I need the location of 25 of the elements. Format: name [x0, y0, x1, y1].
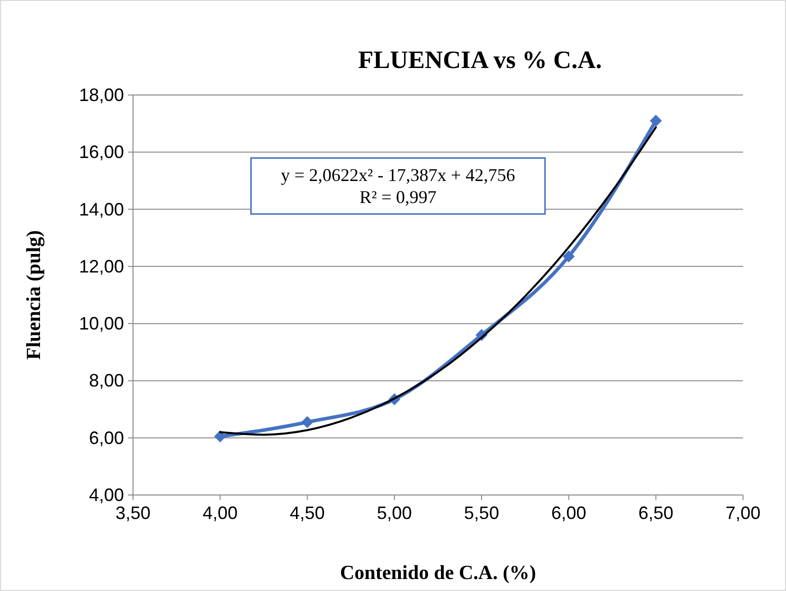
x-tick-label: 4,00	[202, 503, 238, 523]
y-tick-label: 18,00	[78, 85, 124, 105]
x-tick-label: 3,50	[115, 503, 151, 523]
point	[301, 416, 314, 428]
annotation: y = 2,0622x² - 17,387x + 42,756	[280, 165, 516, 185]
y-tick-label: 16,00	[78, 142, 124, 162]
y-tick-label: 8,00	[88, 370, 124, 391]
x-tick-label: 7,00	[725, 503, 761, 523]
point	[650, 114, 662, 127]
x-tick-label: 5,00	[376, 503, 412, 523]
y-tick-label: 10,00	[78, 314, 124, 334]
x-tick-label: 4,50	[290, 503, 325, 523]
annotation: R² = 0,997	[359, 187, 437, 207]
y-tick-label: 6,00	[88, 428, 124, 448]
y-tick-label: 14,00	[78, 199, 124, 220]
y-tick-label: 4,00	[88, 485, 124, 505]
chart-title: FLUENCIA vs % C.A.	[358, 47, 602, 74]
point	[562, 250, 575, 262]
x-tick-label: 6,50	[638, 503, 674, 523]
y-tick-label: 12,00	[78, 256, 124, 276]
x-tick-label: 5,50	[464, 503, 500, 523]
x-tick-label: 6,00	[551, 503, 586, 523]
y-axis-title: Fluencia (pulg)	[23, 230, 45, 360]
x-axis-title: Contenido de C.A. (%)	[340, 562, 536, 584]
point	[214, 430, 226, 442]
